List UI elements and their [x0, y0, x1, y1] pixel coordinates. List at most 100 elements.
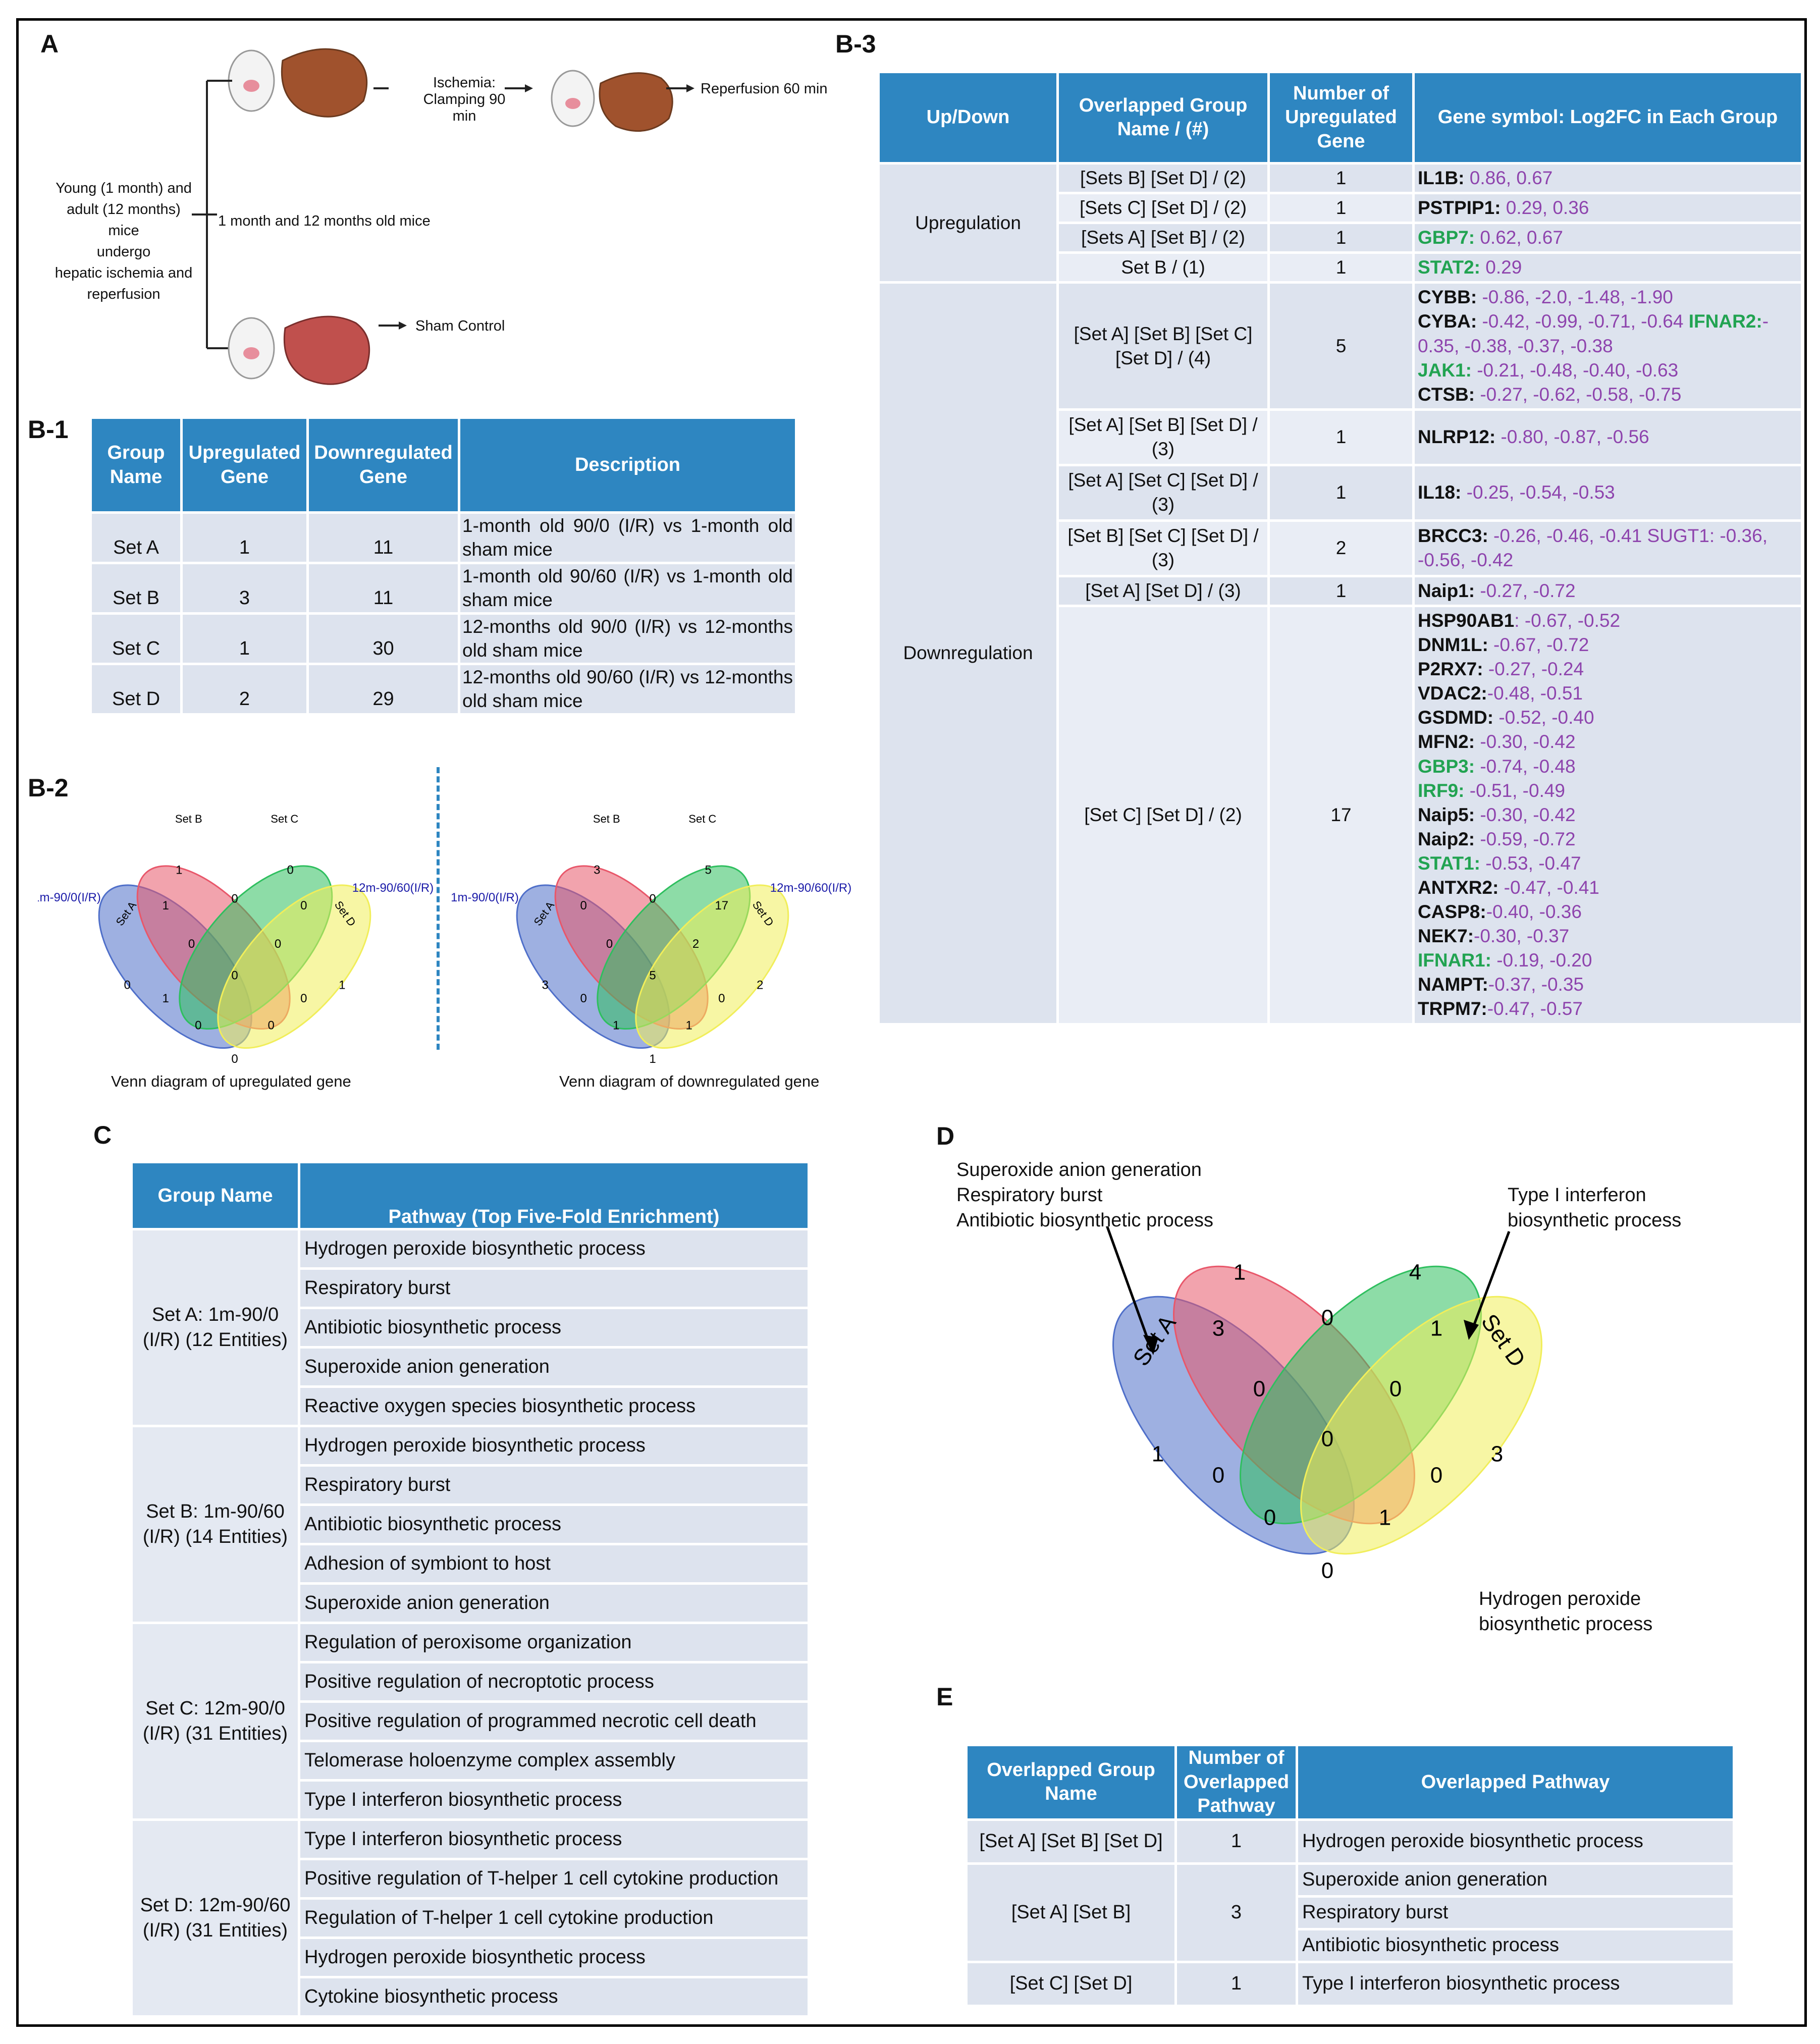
- gene-entry: P2RX7: -0.27, -0.24: [1418, 657, 1798, 681]
- gene-entry: CYBB: -0.86, -2.0, -1.48, -1.90: [1418, 285, 1798, 309]
- gene-symbol: ANTXR2:: [1418, 877, 1499, 898]
- pathway-cell: Adhesion of symbiont to host: [300, 1545, 808, 1582]
- ischemia-label: Ischemia: Clamping 90 min: [414, 75, 515, 125]
- gene-entry: PSTPIP1: 0.29, 0.36: [1418, 196, 1798, 220]
- annotation-arrow: [1470, 1231, 1511, 1333]
- venn-count: 0: [231, 1052, 238, 1066]
- venn-condition-label: 1m-90/0(I/R): [38, 891, 101, 904]
- annotation-line: Type I interferon: [1508, 1185, 1646, 1206]
- gene-entry: CASP8:-0.40, -0.36: [1418, 900, 1798, 924]
- description-cell: 1-month old 90/0 (I/R) vs 1-month old sh…: [460, 514, 795, 562]
- panel-label-a: A: [40, 30, 59, 58]
- venn-count: 1: [613, 1018, 619, 1032]
- table-row: Superoxide anion generation: [133, 1349, 808, 1385]
- ischemia-title: Ischemia:: [433, 75, 496, 91]
- log2fc-values: -0.30, -0.37: [1474, 926, 1570, 947]
- upregulated-cell: 2: [183, 665, 306, 713]
- group-name-cell: Set C: 12m-90/0 (I/R) (31 Entities): [133, 1624, 298, 1818]
- gene-cell: BRCC3: -0.26, -0.46, -0.41 SUGT1: -0.36,…: [1415, 521, 1801, 575]
- panel-a-description: Young (1 month) and adult (12 months) mi…: [50, 178, 197, 305]
- group-name-cell: Set B: [92, 564, 180, 612]
- count-cell: 1: [1270, 410, 1412, 464]
- table-row: Set B / (1) 1 STAT2: 0.29: [880, 254, 1801, 282]
- venn-count: 0: [124, 979, 131, 992]
- log2fc-values: -0.19, -0.20: [1491, 950, 1592, 971]
- venn-d-annotation-3: Hydrogen peroxide biosynthetic process: [1479, 1586, 1652, 1637]
- log2fc-values: 0.29, 0.36: [1501, 197, 1589, 219]
- downregulated-cell: 29: [309, 665, 458, 713]
- venn-count: 0: [1212, 1463, 1224, 1488]
- venn-set-label: Set B: [593, 813, 620, 825]
- table-row: Set B 3 11 1-month old 90/60 (I/R) vs 1-mon…: [92, 564, 795, 612]
- gene-symbol: IFNAR1:: [1418, 950, 1491, 971]
- pathway-cell: Positive regulation of programmed necrot…: [300, 1703, 808, 1740]
- venn-set-label: Set C: [688, 813, 716, 825]
- gene-symbol: CTSB:: [1418, 384, 1475, 405]
- table-row: [Sets C] [Set D] / (2) 1 PSTPIP1: 0.29, 0.…: [880, 194, 1801, 222]
- count-cell: 1: [1270, 466, 1412, 519]
- table-row: Set A: 1m-90/0 (I/R) (12 Entities) Hydrog…: [133, 1230, 808, 1425]
- group-cell: [Sets C] [Set D] / (2): [1059, 194, 1267, 222]
- venn-count: 0: [268, 1018, 275, 1032]
- log2fc-values: -0.30, -0.42: [1475, 804, 1576, 825]
- gene-symbol: NLRP12:: [1418, 426, 1496, 448]
- gene-symbol: IRF9:: [1418, 780, 1465, 801]
- count-cell: 1: [1270, 577, 1412, 605]
- log2fc-values: -0.48, -0.51: [1487, 683, 1583, 704]
- pathway-cell: Type I interferon biosynthetic process: [300, 1782, 808, 1818]
- log2fc-values: -0.51, -0.49: [1464, 780, 1566, 801]
- gene-entry: HSP90AB1: -0.67, -0.52: [1418, 609, 1798, 633]
- pathway-cell: Reactive oxygen species biosynthetic pro…: [300, 1388, 808, 1425]
- col-header: Group Name: [92, 419, 180, 511]
- log2fc-values: -0.53, -0.47: [1480, 852, 1581, 874]
- venn-count: 1: [1430, 1316, 1442, 1341]
- table-b3: Up/Down Overlapped Group Name / (#) Numb…: [877, 71, 1803, 1026]
- venn-count: 0: [1389, 1377, 1402, 1402]
- log2fc-values: -0.47, -0.41: [1498, 877, 1599, 898]
- venn-up-caption: Venn diagram of upregulated gene: [111, 1072, 351, 1090]
- liver-icon: [281, 48, 368, 118]
- log2fc-values: 0.29: [1480, 257, 1522, 278]
- venn-condition-label: 12m-90/60(I/R): [352, 881, 434, 895]
- gene-entry: NEK7:-0.30, -0.37: [1418, 924, 1798, 948]
- upregulated-cell: 3: [183, 564, 306, 612]
- group-cell: [Sets B] [Set D] / (2): [1059, 165, 1267, 192]
- venn-count: 5: [649, 969, 656, 983]
- pathway-cell: Respiratory burst: [300, 1467, 808, 1503]
- gene-entry: GBP7: 0.62, 0.67: [1418, 226, 1798, 250]
- table-b1: Group Name Upregulated Gene Downregulate…: [89, 416, 797, 716]
- gene-cell: GBP7: 0.62, 0.67: [1415, 224, 1801, 252]
- gene-cell: IL1B: 0.86, 0.67: [1415, 165, 1801, 192]
- table-row: [Sets A] [Set B] / (2) 1 GBP7: 0.62, 0.67: [880, 224, 1801, 252]
- group-name-cell: Set D: [92, 665, 180, 713]
- pathway-cell: Hydrogen peroxide biosynthetic process: [1298, 1820, 1733, 1862]
- gene-entry: VDAC2:-0.48, -0.51: [1418, 681, 1798, 706]
- venn-set-label: Set C: [271, 813, 298, 825]
- upregulated-cell: 1: [183, 514, 306, 562]
- pathway-cell: Superoxide anion generation: [300, 1349, 808, 1385]
- annotation-line: Hydrogen peroxide: [1479, 1588, 1641, 1609]
- group-cell: [Set A] [Set C] [Set D] / (3): [1059, 466, 1267, 519]
- mouse-icon: [228, 49, 275, 112]
- group-cell: [Set C] [Set D] / (2): [1059, 607, 1267, 1023]
- gene-symbol: VDAC2:: [1418, 683, 1487, 704]
- venn-count: 5: [705, 864, 712, 877]
- pathway-cell: Antibiotic biosynthetic process: [300, 1309, 808, 1346]
- table-row: Upregulation [Sets B] [Set D] / (2) 1 IL1B:…: [880, 165, 1801, 282]
- gene-entry: NLRP12: -0.80, -0.87, -0.56: [1418, 425, 1798, 449]
- venn-condition-label: 12m-90/60(I/R): [770, 881, 851, 895]
- table-row: Set D 2 29 12-months old 90/60 (I/R) vs 12-…: [92, 665, 795, 713]
- pathway-cell: Type I interferon biosynthetic process: [1298, 1963, 1733, 2005]
- group-cell: [Sets A] [Set B] / (2): [1059, 224, 1267, 252]
- venn-set-label: Set B: [175, 813, 202, 825]
- venn-count: 2: [692, 937, 699, 951]
- gene-symbol: IL18:: [1418, 482, 1462, 503]
- group-cell: [Set A] [Set B] [Set C] [Set D] / (4): [1059, 284, 1267, 408]
- log2fc-values: -0.40, -0.36: [1486, 901, 1582, 923]
- downregulated-cell: 11: [309, 564, 458, 612]
- table-row: Positive regulation of necroptotic proce…: [133, 1663, 808, 1700]
- table-row: Adhesion of symbiont to host: [133, 1545, 808, 1582]
- count-cell: 1: [1270, 254, 1412, 282]
- table-row: Antibiotic biosynthetic process: [968, 1930, 1733, 1961]
